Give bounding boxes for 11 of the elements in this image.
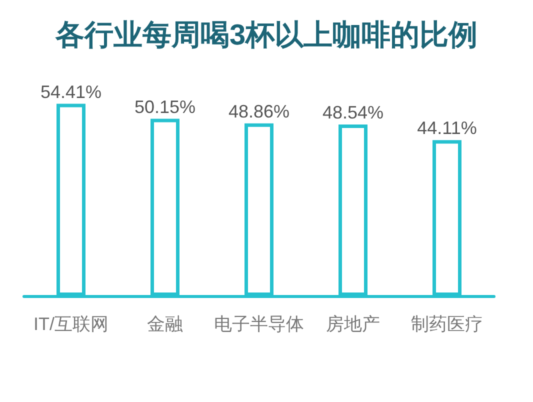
x-tick-label: 制药医疗 bbox=[411, 314, 483, 334]
data-label: 44.11% bbox=[417, 118, 477, 138]
x-tick-label: 金融 bbox=[147, 314, 183, 334]
x-tick-label: 电子半导体 bbox=[214, 314, 304, 334]
data-label: 54.41% bbox=[40, 82, 102, 102]
chart-title: 各行业每周喝3杯以上咖啡的比例 bbox=[54, 20, 478, 52]
data-label: 48.86% bbox=[228, 101, 290, 122]
x-tick-label: 房地产 bbox=[326, 314, 380, 334]
data-label: 48.54% bbox=[322, 102, 384, 122]
data-label: 50.15% bbox=[134, 96, 196, 117]
x-tick-label: IT/互联网 bbox=[34, 314, 108, 334]
